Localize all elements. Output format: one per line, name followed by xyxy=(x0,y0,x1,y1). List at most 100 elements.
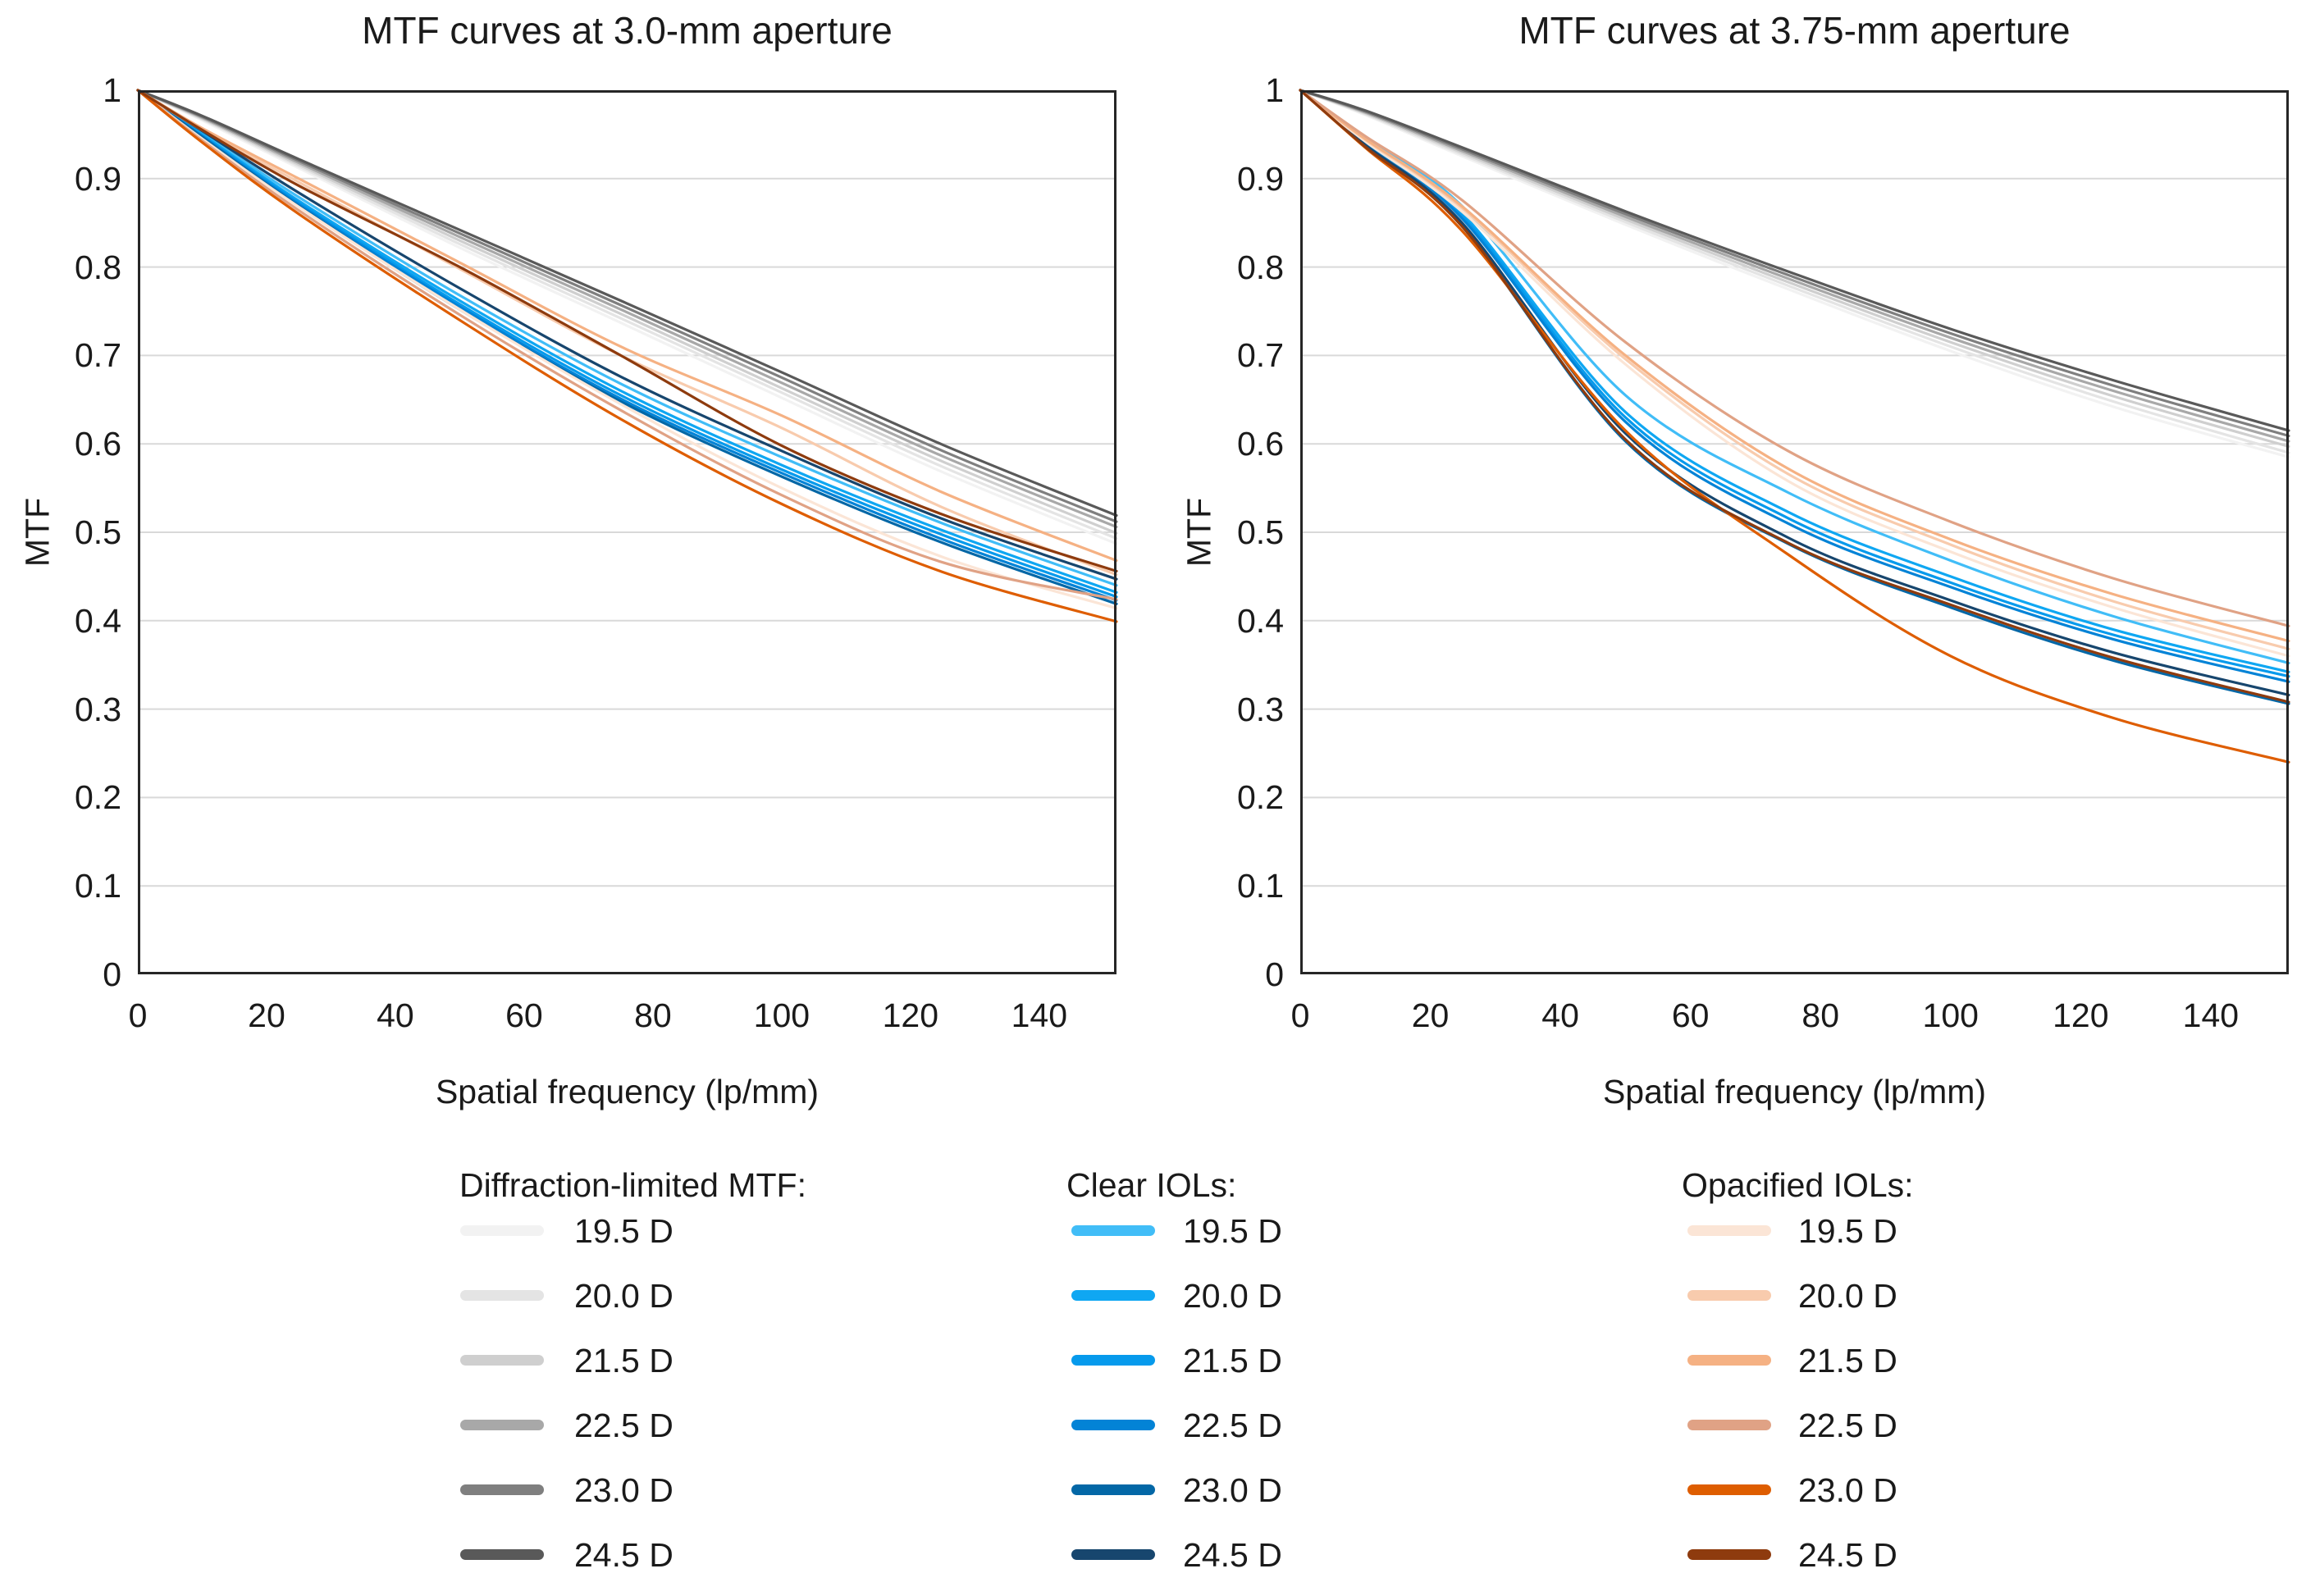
legend-swatch xyxy=(1071,1420,1155,1430)
plot-area-3-75mm xyxy=(1299,89,2290,974)
curve-diffraction-limited-mtf-24.5 xyxy=(1299,89,2290,432)
y-tick-label: 0.7 xyxy=(75,336,121,375)
legend-swatch xyxy=(1071,1549,1155,1560)
legend-swatch xyxy=(1071,1484,1155,1495)
legend-item-label: 21.5 D xyxy=(1798,1342,1897,1379)
y-tick-label: 0.6 xyxy=(75,425,121,463)
curve-diffraction-limited-mtf-24.5 xyxy=(136,89,1118,518)
legend-swatch xyxy=(460,1225,544,1236)
y-tick-label: 0.1 xyxy=(1237,867,1284,905)
legend-swatch xyxy=(1687,1355,1771,1366)
curve-opacified-iols-20.0 xyxy=(136,89,1118,577)
x-tick-label: 60 xyxy=(1671,996,1710,1034)
legend-item-label: 20.0 D xyxy=(1798,1277,1897,1315)
x-tick-label: 80 xyxy=(634,996,672,1034)
y-tick-label: 1 xyxy=(1265,71,1284,109)
legend-item-label: 20.0 D xyxy=(574,1277,674,1315)
y-tick-label: 0.1 xyxy=(75,867,121,905)
x-tick-label: 100 xyxy=(753,996,811,1034)
y-tick-label: 0.4 xyxy=(1237,601,1284,640)
legend-swatch xyxy=(1071,1290,1155,1301)
curve-clear-iols-24.5 xyxy=(136,89,1118,581)
curve-opacified-iols-24.5 xyxy=(136,89,1118,572)
legend-swatch xyxy=(1071,1355,1155,1366)
legend-swatch xyxy=(1687,1225,1771,1236)
legend-item-label: 22.5 D xyxy=(1798,1407,1897,1444)
y-tick-label: 0 xyxy=(103,955,121,993)
x-tick-label: 40 xyxy=(1541,996,1579,1034)
y-tick-label: 0.8 xyxy=(1237,248,1284,286)
legend-swatch xyxy=(460,1290,544,1301)
x-tick-label: 100 xyxy=(1922,996,1979,1034)
legend-item-label: 20.0 D xyxy=(1183,1277,1282,1315)
y-tick-label: 0.2 xyxy=(75,778,121,817)
y-tick-label: 0.7 xyxy=(1237,336,1284,375)
legend-item-label: 21.5 D xyxy=(1183,1342,1282,1379)
x-axis-label: Spatial frequency (lp/mm) xyxy=(1602,1073,1987,1110)
y-tick-label: 0.3 xyxy=(1237,690,1284,728)
legend-item-label: 19.5 D xyxy=(1183,1212,1282,1250)
curve-clear-iols-19.5 xyxy=(136,89,1118,587)
legend-item-label: 22.5 D xyxy=(1183,1407,1282,1444)
curve-opacified-iols-23.0 xyxy=(136,89,1118,623)
y-tick-label: 0.9 xyxy=(1237,159,1284,198)
y-tick-label: 0.5 xyxy=(75,513,121,551)
legend-swatch xyxy=(460,1484,544,1495)
curve-clear-iols-19.5 xyxy=(1299,89,2290,665)
legend-item-label: 24.5 D xyxy=(574,1536,674,1574)
curve-clear-iols-24.5 xyxy=(1299,89,2290,696)
curve-clear-iols-21.5 xyxy=(136,89,1118,599)
x-tick-label: 0 xyxy=(1290,996,1310,1034)
legend-item-label: 23.0 D xyxy=(1798,1471,1897,1509)
curve-opacified-iols-20.0 xyxy=(1299,89,2290,650)
curve-opacified-iols-21.5 xyxy=(1299,89,2290,643)
y-tick-label: 0.8 xyxy=(75,248,121,286)
y-tick-label: 1 xyxy=(103,71,121,109)
curve-opacified-iols-22.5 xyxy=(1299,89,2290,627)
y-tick-label: 0.5 xyxy=(1237,513,1284,551)
chart-title-3-75mm: MTF curves at 3.75-mm aperture xyxy=(1518,9,2071,52)
legend-swatch xyxy=(1687,1420,1771,1430)
y-tick-label: 0.3 xyxy=(75,690,121,728)
legend-swatch xyxy=(460,1420,544,1430)
legend-header-1: Diffraction-limited MTF: xyxy=(459,1166,806,1204)
legend-item-label: 19.5 D xyxy=(574,1212,674,1250)
x-tick-label: 140 xyxy=(2182,996,2240,1034)
legend-swatch xyxy=(1071,1225,1155,1236)
x-tick-label: 20 xyxy=(248,996,285,1034)
legend-swatch xyxy=(460,1549,544,1560)
legend-header-3: Opacified IOLs: xyxy=(1682,1166,1914,1204)
legend-item-label: 21.5 D xyxy=(574,1342,674,1379)
x-tick-label: 40 xyxy=(377,996,414,1034)
curve-opacified-iols-19.5 xyxy=(1299,89,2290,658)
curve-clear-iols-23.0 xyxy=(136,89,1118,605)
plot-area-3-0mm xyxy=(136,89,1118,974)
y-tick-label: 0 xyxy=(1265,955,1284,993)
legend-item-label: 23.0 D xyxy=(1183,1471,1282,1509)
x-tick-label: 60 xyxy=(505,996,543,1034)
plot-border xyxy=(1300,90,2289,974)
y-tick-label: 0.9 xyxy=(75,159,121,198)
x-tick-label: 0 xyxy=(128,996,148,1034)
curve-opacified-iols-19.5 xyxy=(136,89,1118,610)
legend-swatch xyxy=(460,1355,544,1366)
curve-opacified-iols-24.5 xyxy=(1299,89,2290,704)
curve-opacified-iols-21.5 xyxy=(136,89,1118,563)
x-tick-label: 140 xyxy=(1011,996,1068,1034)
legend-header-2: Clear IOLs: xyxy=(1066,1166,1237,1204)
chart-title-3-0mm: MTF curves at 3.0-mm aperture xyxy=(362,9,893,52)
legend-item-label: 24.5 D xyxy=(1798,1536,1897,1574)
curve-clear-iols-20.0 xyxy=(136,89,1118,594)
x-tick-label: 80 xyxy=(1801,996,1840,1034)
y-tick-label: 0.4 xyxy=(75,601,121,640)
y-tick-label: 0.6 xyxy=(1237,425,1284,463)
legend-swatch xyxy=(1687,1549,1771,1560)
curve-clear-iols-20.0 xyxy=(1299,89,2290,673)
curve-clear-iols-23.0 xyxy=(1299,89,2290,705)
plot-border xyxy=(138,90,1116,974)
curve-opacified-iols-22.5 xyxy=(136,89,1118,601)
x-tick-label: 120 xyxy=(882,996,939,1034)
x-tick-label: 20 xyxy=(1411,996,1450,1034)
legend-swatch xyxy=(1687,1484,1771,1495)
